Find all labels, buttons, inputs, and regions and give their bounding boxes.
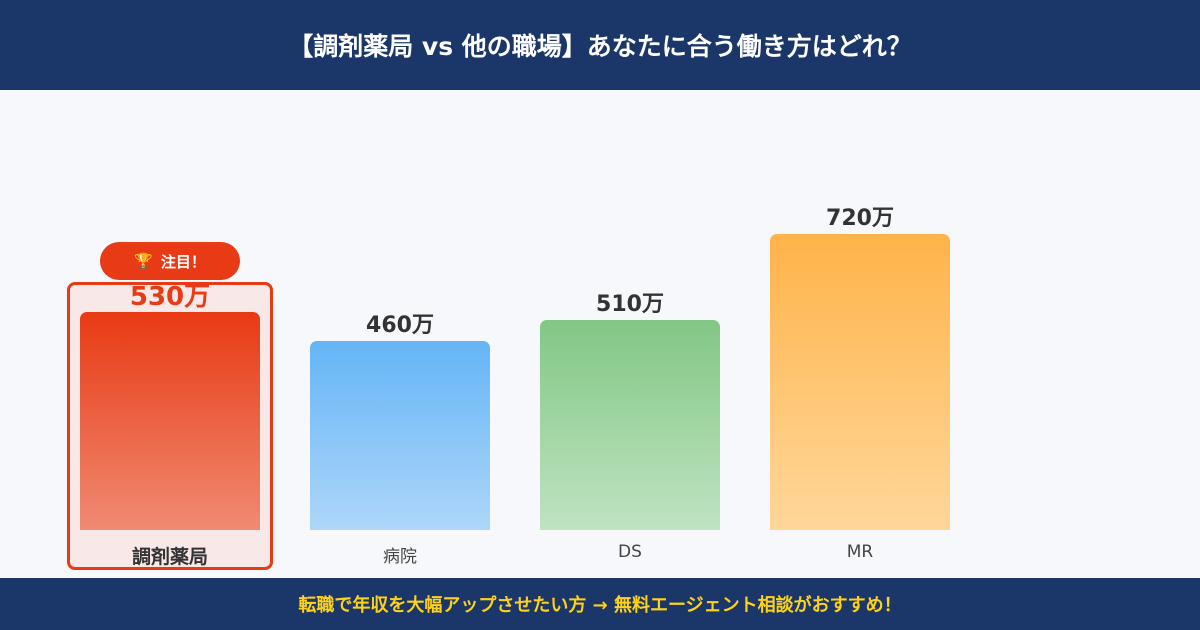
featured-badge: 🏆 注目！ (100, 242, 240, 280)
category-label: 調剤薬局 (131, 546, 208, 568)
category-label: DS (618, 542, 642, 562)
bar-3 (770, 234, 950, 530)
category-label: 病院 (383, 547, 417, 567)
value-label: 720万 (826, 206, 894, 231)
value-label: 530万 (129, 282, 211, 313)
value-label: 460万 (366, 312, 434, 338)
page-title: 【調剤薬局 vs 他の職場】あなたに合う働き方はどれ？ (0, 0, 1200, 90)
trophy-icon: 🏆 (134, 252, 153, 270)
bar-1 (310, 340, 490, 530)
bar-0 (80, 312, 260, 530)
category-label: MR (846, 542, 874, 562)
bar-2 (540, 320, 720, 530)
cta-banner: 転職で年収を大幅アップさせたい方 → 無料エージェント相談がおすすめ！ (0, 578, 1200, 630)
badge-label: 注目！ (160, 252, 206, 271)
value-label: 510万 (596, 292, 664, 318)
